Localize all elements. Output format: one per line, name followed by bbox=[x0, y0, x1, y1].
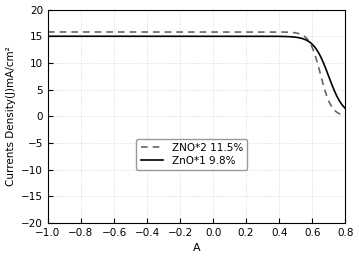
ZnO*1 9.8% bbox=[80, 35, 84, 38]
Legend: ZNO*2 11.5%, ZnO*1 9.8%: ZNO*2 11.5%, ZnO*1 9.8% bbox=[136, 139, 247, 170]
ZNO*2 11.5% bbox=[337, 112, 341, 115]
ZnO*1 9.8% bbox=[305, 39, 309, 42]
ZNO*2 11.5% bbox=[343, 114, 348, 117]
ZNO*2 11.5% bbox=[305, 38, 309, 41]
ZNO*2 11.5% bbox=[160, 30, 164, 33]
ZnO*1 9.8% bbox=[46, 35, 50, 38]
X-axis label: A: A bbox=[193, 243, 200, 254]
ZnO*1 9.8% bbox=[160, 35, 164, 38]
ZnO*1 9.8% bbox=[337, 99, 341, 102]
ZnO*1 9.8% bbox=[343, 107, 348, 110]
ZnO*1 9.8% bbox=[97, 35, 102, 38]
Line: ZNO*2 11.5%: ZNO*2 11.5% bbox=[48, 32, 345, 115]
ZNO*2 11.5% bbox=[97, 30, 102, 33]
ZNO*2 11.5% bbox=[173, 30, 177, 33]
ZNO*2 11.5% bbox=[80, 30, 84, 33]
ZNO*2 11.5% bbox=[46, 30, 50, 33]
Line: ZnO*1 9.8%: ZnO*1 9.8% bbox=[48, 36, 345, 108]
ZnO*1 9.8% bbox=[173, 35, 177, 38]
Y-axis label: Currents Density(J)mA/cm²: Currents Density(J)mA/cm² bbox=[5, 46, 15, 186]
